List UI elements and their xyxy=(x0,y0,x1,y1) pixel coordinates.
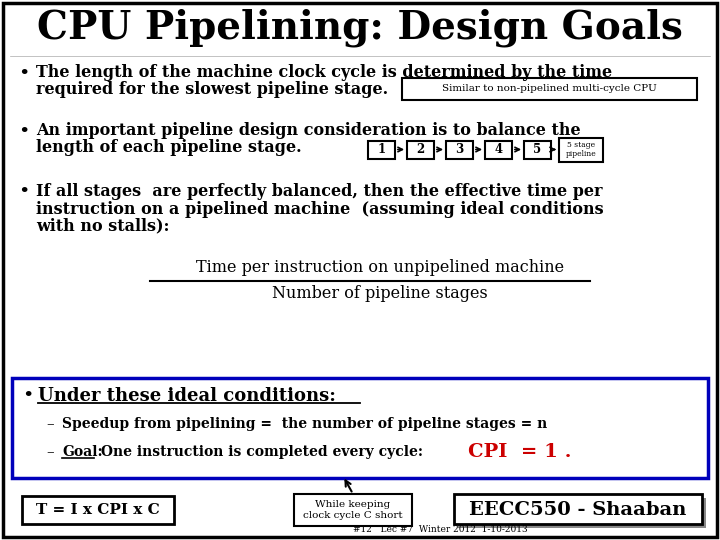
Text: #12   Lec #7  Winter 2012  1-10-2013: #12 Lec #7 Winter 2012 1-10-2013 xyxy=(353,525,527,535)
FancyBboxPatch shape xyxy=(559,138,603,161)
Text: While keeping
clock cycle C short: While keeping clock cycle C short xyxy=(303,500,402,519)
Text: instruction on a pipelined machine  (assuming ideal conditions: instruction on a pipelined machine (assu… xyxy=(36,200,603,218)
FancyBboxPatch shape xyxy=(294,494,412,526)
Text: Number of pipeline stages: Number of pipeline stages xyxy=(272,286,488,302)
Text: required for the slowest pipeline stage.: required for the slowest pipeline stage. xyxy=(36,81,388,98)
Text: •: • xyxy=(18,123,30,140)
FancyBboxPatch shape xyxy=(458,498,706,528)
Text: An important pipeline design consideration is to balance the: An important pipeline design considerati… xyxy=(36,122,580,139)
Text: If all stages  are perfectly balanced, then the effective time per: If all stages are perfectly balanced, th… xyxy=(36,184,603,200)
FancyBboxPatch shape xyxy=(368,140,395,159)
Text: 1: 1 xyxy=(377,143,386,156)
Text: •: • xyxy=(22,387,33,405)
FancyBboxPatch shape xyxy=(402,78,697,99)
Text: length of each pipeline stage.: length of each pipeline stage. xyxy=(36,139,302,156)
Text: Under these ideal conditions:: Under these ideal conditions: xyxy=(38,387,336,405)
Text: T = I x CPI x C: T = I x CPI x C xyxy=(36,503,160,517)
Text: Time per instruction on unpipelined machine: Time per instruction on unpipelined mach… xyxy=(196,260,564,276)
Text: CPI  = 1 .: CPI = 1 . xyxy=(468,443,572,461)
Text: 3: 3 xyxy=(455,143,464,156)
FancyBboxPatch shape xyxy=(446,140,473,159)
Text: The length of the machine clock cycle is determined by the time: The length of the machine clock cycle is… xyxy=(36,64,612,81)
FancyBboxPatch shape xyxy=(524,140,551,159)
FancyBboxPatch shape xyxy=(454,494,702,524)
Text: CPU Pipelining: Design Goals: CPU Pipelining: Design Goals xyxy=(37,9,683,47)
FancyBboxPatch shape xyxy=(12,378,708,478)
Text: •: • xyxy=(18,183,30,201)
Text: EECC550 - Shaaban: EECC550 - Shaaban xyxy=(469,501,687,519)
Text: –: – xyxy=(46,445,53,459)
Text: Speedup from pipelining =  the number of pipeline stages = n: Speedup from pipelining = the number of … xyxy=(62,417,547,431)
FancyBboxPatch shape xyxy=(407,140,434,159)
Text: Similar to non-pipelined multi-cycle CPU: Similar to non-pipelined multi-cycle CPU xyxy=(442,84,657,93)
Text: with no stalls):: with no stalls): xyxy=(36,218,169,234)
Text: One instruction is completed every cycle:: One instruction is completed every cycle… xyxy=(96,445,423,459)
Text: 5: 5 xyxy=(534,143,541,156)
Text: 5 stage
pipeline: 5 stage pipeline xyxy=(566,141,596,158)
Text: –: – xyxy=(46,417,53,431)
Text: 2: 2 xyxy=(416,143,425,156)
Text: •: • xyxy=(18,64,30,83)
Text: 4: 4 xyxy=(495,143,503,156)
FancyBboxPatch shape xyxy=(22,496,174,524)
Text: Goal:: Goal: xyxy=(62,445,103,459)
FancyBboxPatch shape xyxy=(485,140,512,159)
FancyBboxPatch shape xyxy=(3,3,717,537)
